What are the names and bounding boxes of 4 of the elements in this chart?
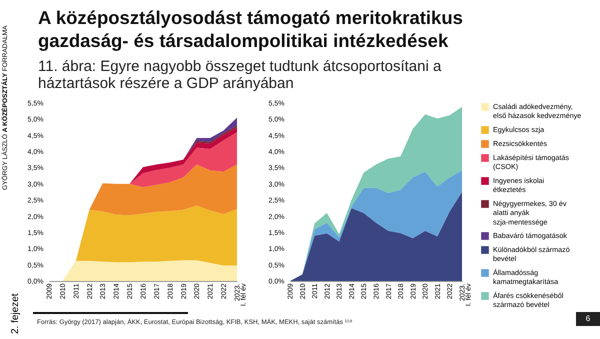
text: 6	[576, 312, 600, 326]
chart-subtitle: 11. ábra: Egyre nagyobb összeget tudtunk átcsoportosítani a háztartások részére a GDP arányában	[38, 58, 442, 92]
text: 2. fejezet	[10, 293, 21, 334]
chart-title: A középosztályosodást támogató meritokratikus gazdaság- és társadalompolitikai intézkedések	[38, 6, 464, 52]
